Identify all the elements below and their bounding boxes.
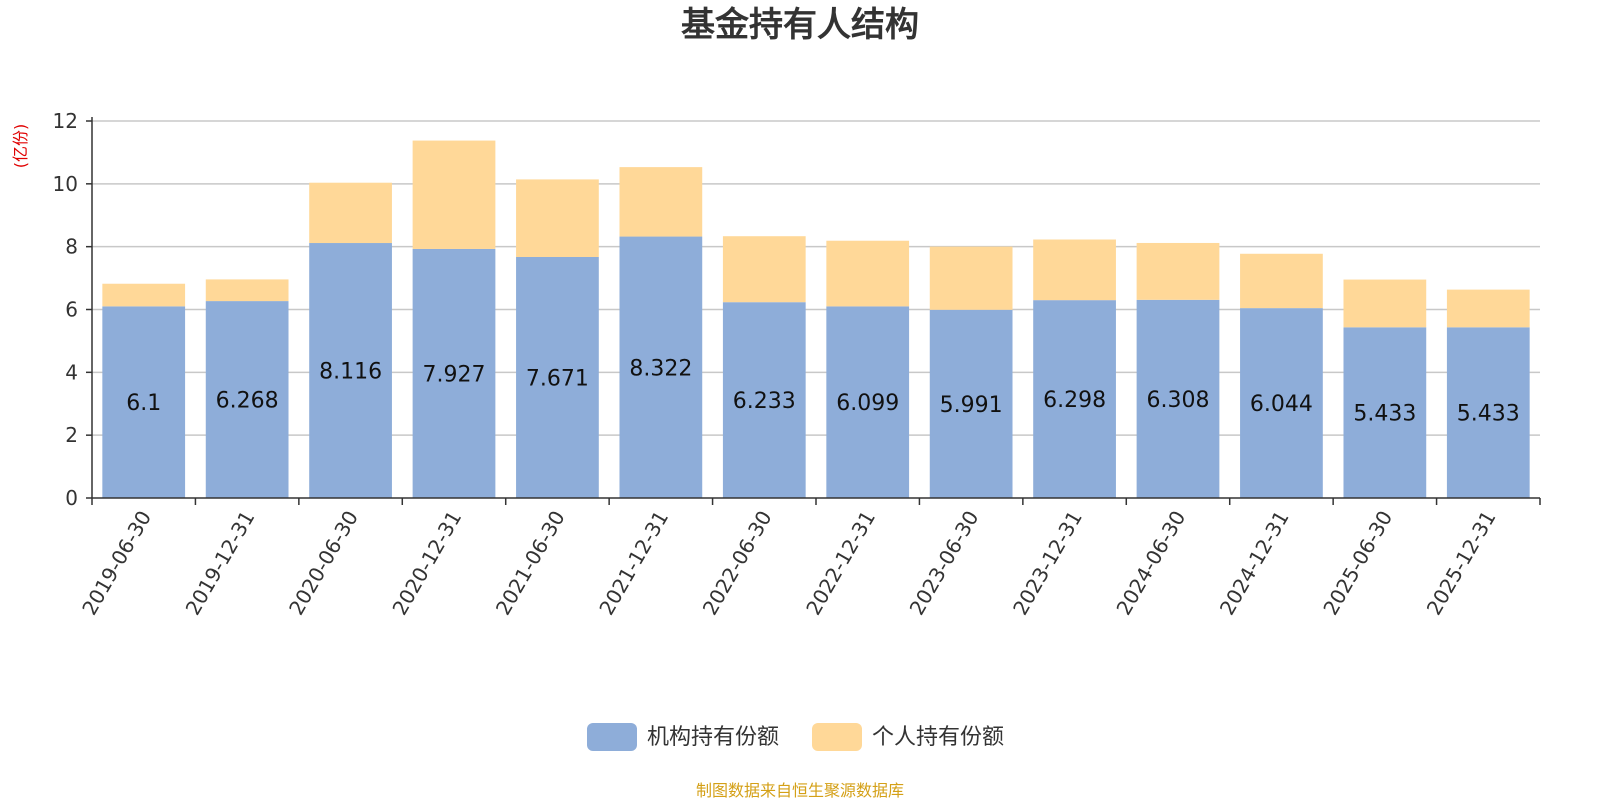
bar-institutional	[205, 301, 289, 498]
bar-value-label: 7.671	[526, 367, 589, 392]
bar-institutional	[1136, 299, 1220, 498]
bar-individual	[929, 246, 1013, 310]
y-tick-label: 10	[53, 172, 78, 196]
bar-individual	[309, 182, 392, 244]
x-tick-label: 2025-12-31	[1422, 507, 1501, 620]
bar-value-label: 6.233	[733, 389, 796, 414]
y-axis-label: (亿份)	[11, 124, 30, 169]
x-tick-label: 2021-06-30	[491, 507, 570, 620]
bar-institutional	[1240, 308, 1323, 498]
x-tick-label: 2024-06-30	[1111, 507, 1190, 620]
bar-institutional	[826, 306, 910, 498]
bar-value-label: 6.044	[1250, 392, 1313, 417]
bar-value-label: 5.433	[1353, 402, 1416, 427]
source-note: 制图数据来自恒生聚源数据库	[696, 781, 904, 800]
x-tick-label: 2022-06-30	[698, 507, 777, 620]
bar-value-label: 7.927	[423, 362, 486, 387]
x-tick-label: 2023-12-31	[1008, 507, 1087, 620]
y-tick-label: 12	[53, 109, 78, 133]
legend-swatch-institutional[interactable]	[587, 723, 637, 751]
bar-institutional	[516, 257, 599, 498]
y-tick-label: 2	[65, 423, 78, 447]
bars: 6.1 6.268 8.116 7.927 7.671 8.322 6.233 6.099 5.…	[102, 140, 1530, 498]
bar-institutional	[929, 309, 1013, 498]
bar-institutional	[722, 302, 806, 498]
bar-value-label: 6.099	[836, 391, 899, 416]
y-tick-label: 4	[65, 360, 78, 384]
legend: 机构持有份额 个人持有份额	[587, 723, 1004, 751]
x-tick-label: 2020-06-30	[284, 507, 363, 620]
y-tick-label: 6	[65, 298, 78, 322]
bar-value-label: 6.1	[126, 391, 161, 416]
bar-institutional	[619, 236, 703, 498]
bar-individual	[412, 140, 496, 249]
x-tick-label: 2019-06-30	[77, 507, 156, 620]
bar-individual	[516, 179, 599, 258]
y-tick-label: 0	[65, 486, 78, 510]
bar-individual	[722, 236, 806, 303]
bar-individual	[826, 240, 910, 307]
x-tick-label: 2019-12-31	[181, 507, 260, 620]
bar-institutional	[309, 243, 392, 498]
x-tick-label: 2021-12-31	[594, 507, 673, 620]
bar-individual	[205, 279, 289, 302]
chart-title: 基金持有人结构	[681, 5, 919, 45]
y-tick-label: 8	[65, 235, 78, 259]
bar-value-label: 8.322	[629, 356, 692, 381]
bar-institutional	[412, 248, 496, 498]
bar-value-label: 6.308	[1147, 388, 1210, 413]
x-tick-label: 2024-12-31	[1215, 507, 1294, 620]
bar-value-label: 6.268	[216, 389, 279, 414]
bar-individual	[1446, 289, 1530, 328]
legend-label-institutional[interactable]: 机构持有份额	[647, 725, 779, 750]
bar-individual	[1033, 239, 1116, 301]
x-tick-label: 2023-06-30	[905, 506, 984, 619]
legend-label-individual[interactable]: 个人持有份额	[872, 725, 1004, 750]
bar-institutional	[1343, 327, 1427, 498]
bar-institutional	[102, 306, 186, 498]
x-tick-label: 2020-12-31	[387, 507, 466, 620]
bar-institutional	[1446, 327, 1530, 498]
bar-individual	[1240, 253, 1323, 309]
bar-individual	[619, 167, 703, 237]
bar-individual	[1136, 242, 1220, 300]
x-tick-label: 2025-06-30	[1318, 507, 1397, 620]
bar-value-label: 8.116	[319, 360, 382, 385]
x-tick-label: 2022-12-31	[801, 507, 880, 620]
bar-individual	[1343, 279, 1427, 328]
bar-value-label: 5.991	[940, 393, 1003, 418]
bar-value-label: 5.433	[1457, 402, 1520, 427]
bar-institutional	[1033, 300, 1116, 498]
legend-swatch-individual[interactable]	[812, 723, 862, 751]
bar-value-label: 6.298	[1043, 388, 1106, 413]
bar-individual	[102, 283, 186, 307]
